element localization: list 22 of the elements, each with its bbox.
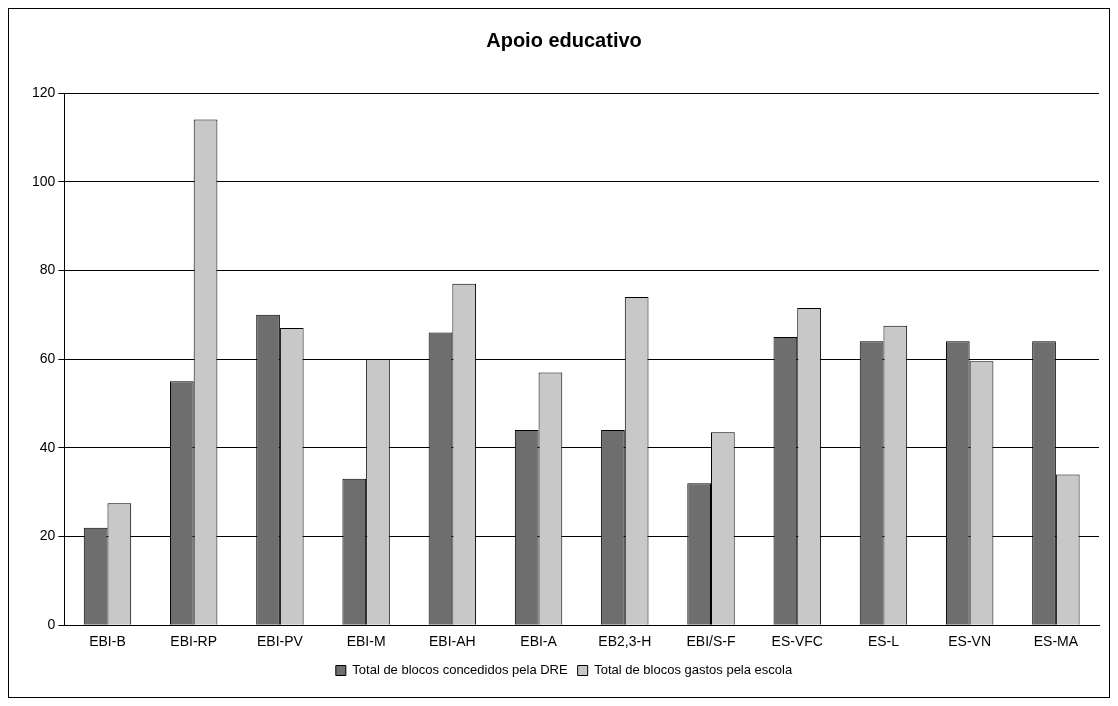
x-tick-label: EBI-M (346, 633, 386, 650)
x-tick-label: ES-MA (1033, 633, 1079, 650)
chart-title: Apoio educativo (486, 28, 642, 51)
x-tick-label: ES-L (867, 633, 900, 650)
y-tick-label: 80 (39, 261, 56, 278)
x-tick-label: EBI-AH (429, 633, 476, 650)
y-tick-label: 60 (39, 349, 56, 366)
legend-label: Total de blocos gastos pela escola (594, 662, 793, 678)
y-tick-label: 0 (47, 616, 56, 633)
y-tick-label: 100 (32, 172, 56, 189)
x-tick-label: ES-VN (948, 633, 992, 650)
x-tick-label: EB2,3-H (598, 633, 652, 650)
x-tick-label: EBI/S-F (686, 633, 736, 650)
x-tick-label: ES-VFC (771, 633, 823, 650)
x-tick-label: EBI-PV (256, 633, 304, 650)
x-tick-label: EBI-RP (170, 633, 218, 650)
x-tick-label: EBI-A (520, 633, 558, 650)
y-tick-label: 40 (39, 438, 56, 455)
x-tick-label: EBI-B (89, 633, 126, 650)
y-tick-label: 20 (39, 527, 56, 544)
legend-label: Total de blocos concedidos pela DRE (352, 662, 568, 678)
y-tick-label: 120 (32, 83, 56, 100)
